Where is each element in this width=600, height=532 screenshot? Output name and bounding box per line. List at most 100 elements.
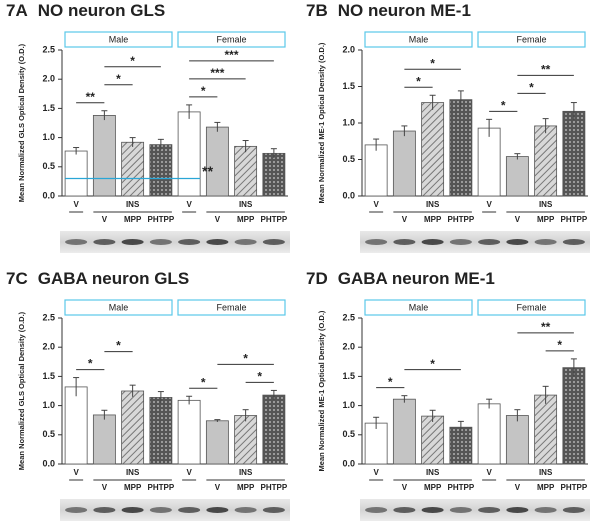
y-tick-label: 1.0 — [342, 400, 355, 410]
y-tick-label: 1.0 — [42, 132, 55, 142]
y-axis-label: Mean Normalized GLS Optical Density (O.D… — [17, 311, 26, 470]
x-tick-label: V — [73, 468, 79, 477]
blot-band — [234, 507, 257, 513]
blot-band — [262, 239, 285, 245]
x-tick-label: PHTPP — [448, 483, 475, 492]
x-tick-label: MPP — [124, 483, 142, 492]
subgroup-label: INS — [239, 468, 253, 477]
blot-band — [65, 507, 88, 513]
x-tick-label: V — [215, 483, 221, 492]
significance-label: ** — [86, 90, 96, 104]
y-tick-label: 2.0 — [342, 44, 355, 54]
y-tick-label: 0.0 — [42, 190, 55, 200]
y-tick-label: 0.0 — [342, 458, 355, 468]
x-tick-label: V — [402, 215, 408, 224]
panel-name: GABA neuron GLS — [38, 269, 189, 288]
x-tick-label: V — [102, 215, 108, 224]
significance-label: * — [257, 370, 262, 384]
bar — [64, 150, 88, 197]
group-box — [64, 299, 173, 316]
group-label: Male — [109, 34, 129, 44]
subgroup-label: INS — [126, 200, 140, 209]
bar — [392, 130, 416, 197]
x-tick-label: MPP — [237, 483, 255, 492]
subgroup-label: INS — [539, 200, 553, 209]
blot-band — [421, 239, 444, 245]
x-tick-label: V — [186, 468, 192, 477]
blot-band — [206, 507, 229, 513]
blot-band — [178, 239, 201, 245]
blot-band — [562, 239, 585, 245]
blot-band — [365, 507, 388, 513]
y-axis-label: Mean Normalized GLS Optical Density (O.D… — [17, 43, 26, 202]
bar — [262, 152, 286, 197]
bar — [177, 111, 201, 197]
bar — [149, 397, 173, 465]
group-box — [64, 31, 173, 48]
x-tick-label: PHTPP — [261, 215, 288, 224]
y-tick-label: 0.5 — [342, 154, 355, 164]
group-box — [364, 31, 473, 48]
x-tick-label: V — [73, 200, 79, 209]
significance-label: * — [557, 338, 562, 352]
y-tick-label: 1.5 — [342, 81, 355, 91]
x-tick-label: V — [373, 200, 379, 209]
group-box — [177, 299, 286, 316]
bar — [562, 367, 586, 465]
blot-strip — [360, 499, 590, 521]
x-tick-label: PHTPP — [148, 483, 175, 492]
bar — [505, 156, 529, 197]
panel: 7C GABA neuron GLS Male Female 0.0 0.5 1.0 1.5 2… — [6, 269, 290, 521]
significance-label: * — [116, 339, 121, 353]
significance-label: * — [501, 99, 506, 113]
blot-band — [365, 239, 388, 245]
y-tick-label: 2.5 — [42, 44, 55, 54]
bar — [92, 414, 116, 465]
significance-label: * — [430, 357, 435, 371]
significance-label: * — [243, 352, 248, 366]
significance-label: * — [416, 74, 421, 88]
blot-band — [506, 239, 529, 245]
x-tick-label: PHTPP — [261, 483, 288, 492]
panel: 7A NO neuron GLS Male Female 0.0 0.5 1.0 1.5 2.0… — [6, 1, 290, 253]
blot-band — [178, 507, 201, 513]
x-tick-label: V — [373, 468, 379, 477]
y-tick-label: 0.5 — [342, 429, 355, 439]
panel: 7D GABA neuron ME-1 Male Female 0.0 0.5 1.0 1.5… — [306, 269, 590, 521]
bar — [364, 422, 388, 465]
bar — [234, 145, 258, 197]
panel-title: 7B NO neuron ME-1 — [306, 1, 471, 20]
bar — [534, 125, 558, 197]
group-label: Female — [216, 302, 246, 312]
reference-label: ** — [202, 163, 213, 179]
blot-band — [121, 507, 144, 513]
bar — [262, 394, 286, 465]
y-tick-label: 2.0 — [342, 342, 355, 352]
blot-band — [234, 239, 257, 245]
blot-band — [449, 507, 472, 513]
x-tick-label: PHTPP — [561, 483, 588, 492]
y-axis-label: Mean Normalized ME-1 Optical Density (O.… — [317, 310, 326, 471]
bar — [121, 390, 145, 465]
x-tick-label: MPP — [124, 215, 142, 224]
panel-title: 7D GABA neuron ME-1 — [306, 269, 495, 288]
panel-name: GABA neuron ME-1 — [338, 269, 495, 288]
subgroup-label: INS — [426, 200, 440, 209]
blot-band — [506, 507, 529, 513]
bar — [205, 126, 229, 197]
bar — [121, 141, 145, 197]
bar — [449, 99, 473, 197]
blot-band — [393, 239, 416, 245]
y-tick-label: 2.0 — [42, 342, 55, 352]
panel-title: 7A NO neuron GLS — [6, 1, 165, 20]
x-tick-label: V — [402, 483, 408, 492]
significance-label: * — [201, 375, 206, 389]
y-tick-label: 2.0 — [42, 74, 55, 84]
blot-strip — [60, 231, 290, 253]
bar — [477, 127, 501, 197]
significance-label: * — [116, 72, 121, 86]
y-tick-label: 1.0 — [42, 400, 55, 410]
panel-number: 7D — [306, 269, 328, 288]
group-box — [477, 299, 586, 316]
panel: 7B NO neuron ME-1 Male Female 0.0 0.5 1.0 1.5 2.… — [306, 1, 590, 253]
